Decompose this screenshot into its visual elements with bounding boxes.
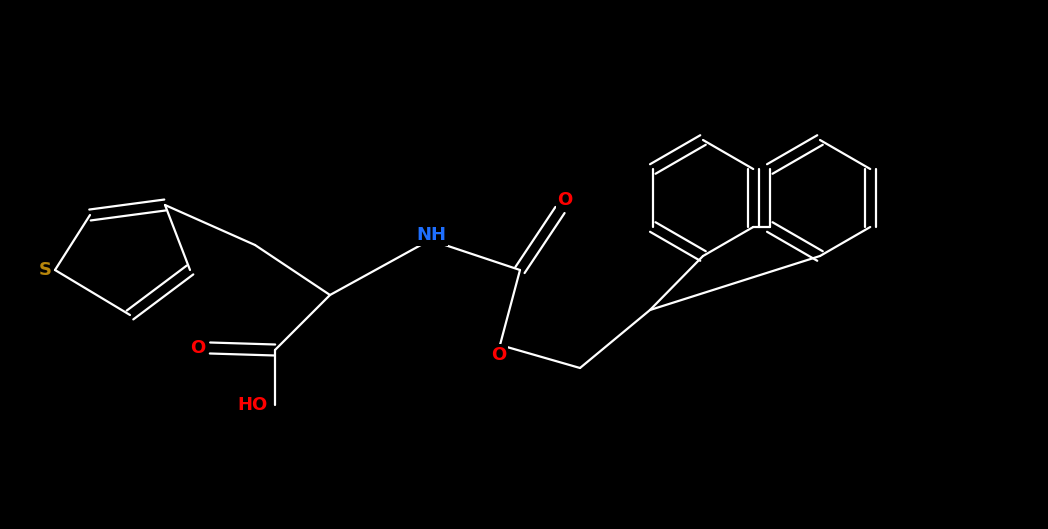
Text: S: S [39, 261, 51, 279]
Text: NH: NH [416, 226, 446, 244]
Text: O: O [558, 191, 572, 209]
Text: O: O [492, 346, 506, 364]
Text: O: O [191, 339, 205, 357]
Text: HO: HO [238, 396, 268, 414]
